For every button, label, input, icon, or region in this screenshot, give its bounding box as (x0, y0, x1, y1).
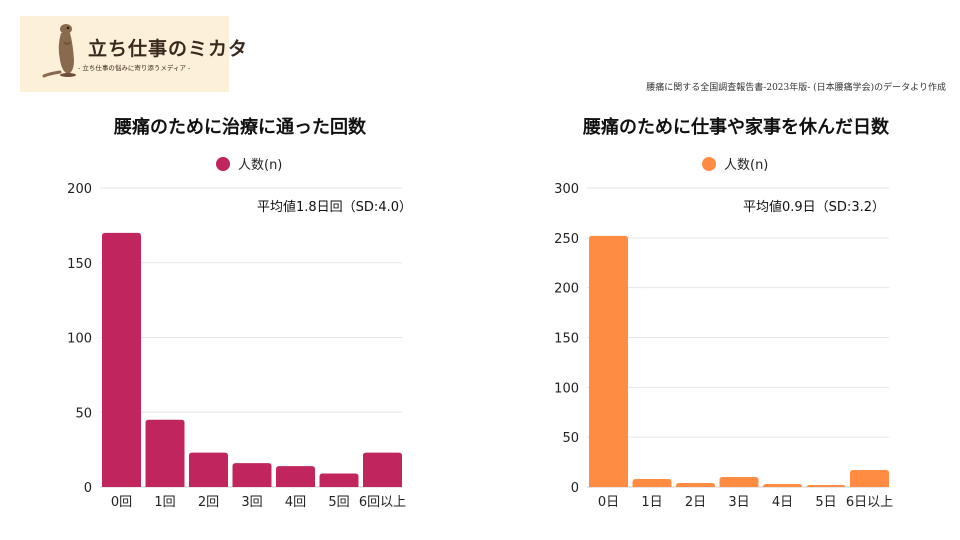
chart-2-legend: 人数(n) (702, 154, 768, 173)
bar (676, 483, 715, 487)
x-tick-label: 6回以上 (359, 495, 406, 510)
y-tick-label: 200 (67, 182, 92, 197)
y-tick-label: 150 (554, 332, 579, 347)
chart-1: 0 50 100 150 200 0回 1回 2回 3回 4回 5回 6回以上 平均値1.8日回（SD:… (67, 182, 412, 510)
bar (276, 466, 315, 487)
y-tick-label: 0 (571, 481, 579, 496)
chart-1-legend: 人数(n) (216, 154, 282, 173)
logo: 立ち仕事のミカタ - 立ち仕事の悩みに寄り添うメディア - (20, 16, 247, 92)
chart-annotation: 平均値0.9日（SD:3.2） (743, 199, 885, 215)
bar (363, 452, 402, 487)
bar (319, 473, 359, 487)
x-tick-label: 2回 (198, 495, 219, 510)
bar (232, 463, 272, 487)
logo-subtitle: - 立ち仕事の悩みに寄り添うメディア - (78, 64, 191, 72)
x-tick-label: 5日 (815, 495, 836, 510)
chart-1-legend-swatch (216, 156, 230, 171)
x-tick-label: 2日 (685, 495, 706, 510)
chart-2-legend-swatch (702, 156, 716, 171)
y-tick-label: 300 (554, 182, 579, 197)
x-tick-label: 3回 (241, 495, 262, 510)
bar (589, 235, 628, 487)
x-tick-label: 0回 (111, 495, 132, 510)
y-tick-label: 50 (75, 406, 92, 421)
y-tick-label: 200 (554, 282, 579, 297)
y-tick-label: 250 (554, 232, 579, 247)
bar (850, 470, 889, 487)
bar (632, 479, 672, 487)
y-tick-label: 50 (562, 431, 579, 446)
bar (763, 484, 802, 488)
bar (719, 477, 759, 487)
logo-title: 立ち仕事のミカタ (88, 38, 249, 60)
x-tick-label: 6日以上 (846, 495, 893, 510)
bar (145, 419, 185, 487)
chart-2-title: 腰痛のために仕事や家事を休んだ日数 (583, 117, 889, 138)
x-tick-label: 3日 (728, 495, 749, 510)
bar (189, 452, 228, 487)
chart-2: 0 50 100 150 200 250 300 0日 1日 2日 3日 4日 5日 6日以上 平均値0.9… (554, 182, 893, 510)
source-note: 腰痛に関する全国調査報告書-2023年版- (日本腰痛学会)のデータより作成 (646, 83, 946, 93)
x-tick-label: 1日 (641, 495, 662, 510)
bar (102, 232, 141, 487)
bar (806, 485, 846, 489)
chart-1-legend-label: 人数(n) (238, 158, 283, 173)
x-tick-label: 4日 (772, 495, 793, 510)
y-tick-label: 100 (554, 381, 579, 396)
x-tick-label: 0日 (598, 495, 619, 510)
y-tick-label: 150 (67, 257, 92, 272)
y-tick-label: 100 (67, 332, 92, 347)
x-tick-label: 1回 (154, 495, 175, 510)
chart-1-title: 腰痛のために治療に通った回数 (114, 117, 366, 138)
x-tick-label: 5回 (328, 495, 349, 510)
chart-annotation: 平均値1.8日回（SD:4.0） (257, 199, 412, 215)
x-tick-label: 4回 (285, 495, 306, 510)
meerkat-icon (42, 24, 76, 78)
y-tick-label: 0 (84, 481, 92, 496)
chart-2-legend-label: 人数(n) (724, 158, 769, 173)
